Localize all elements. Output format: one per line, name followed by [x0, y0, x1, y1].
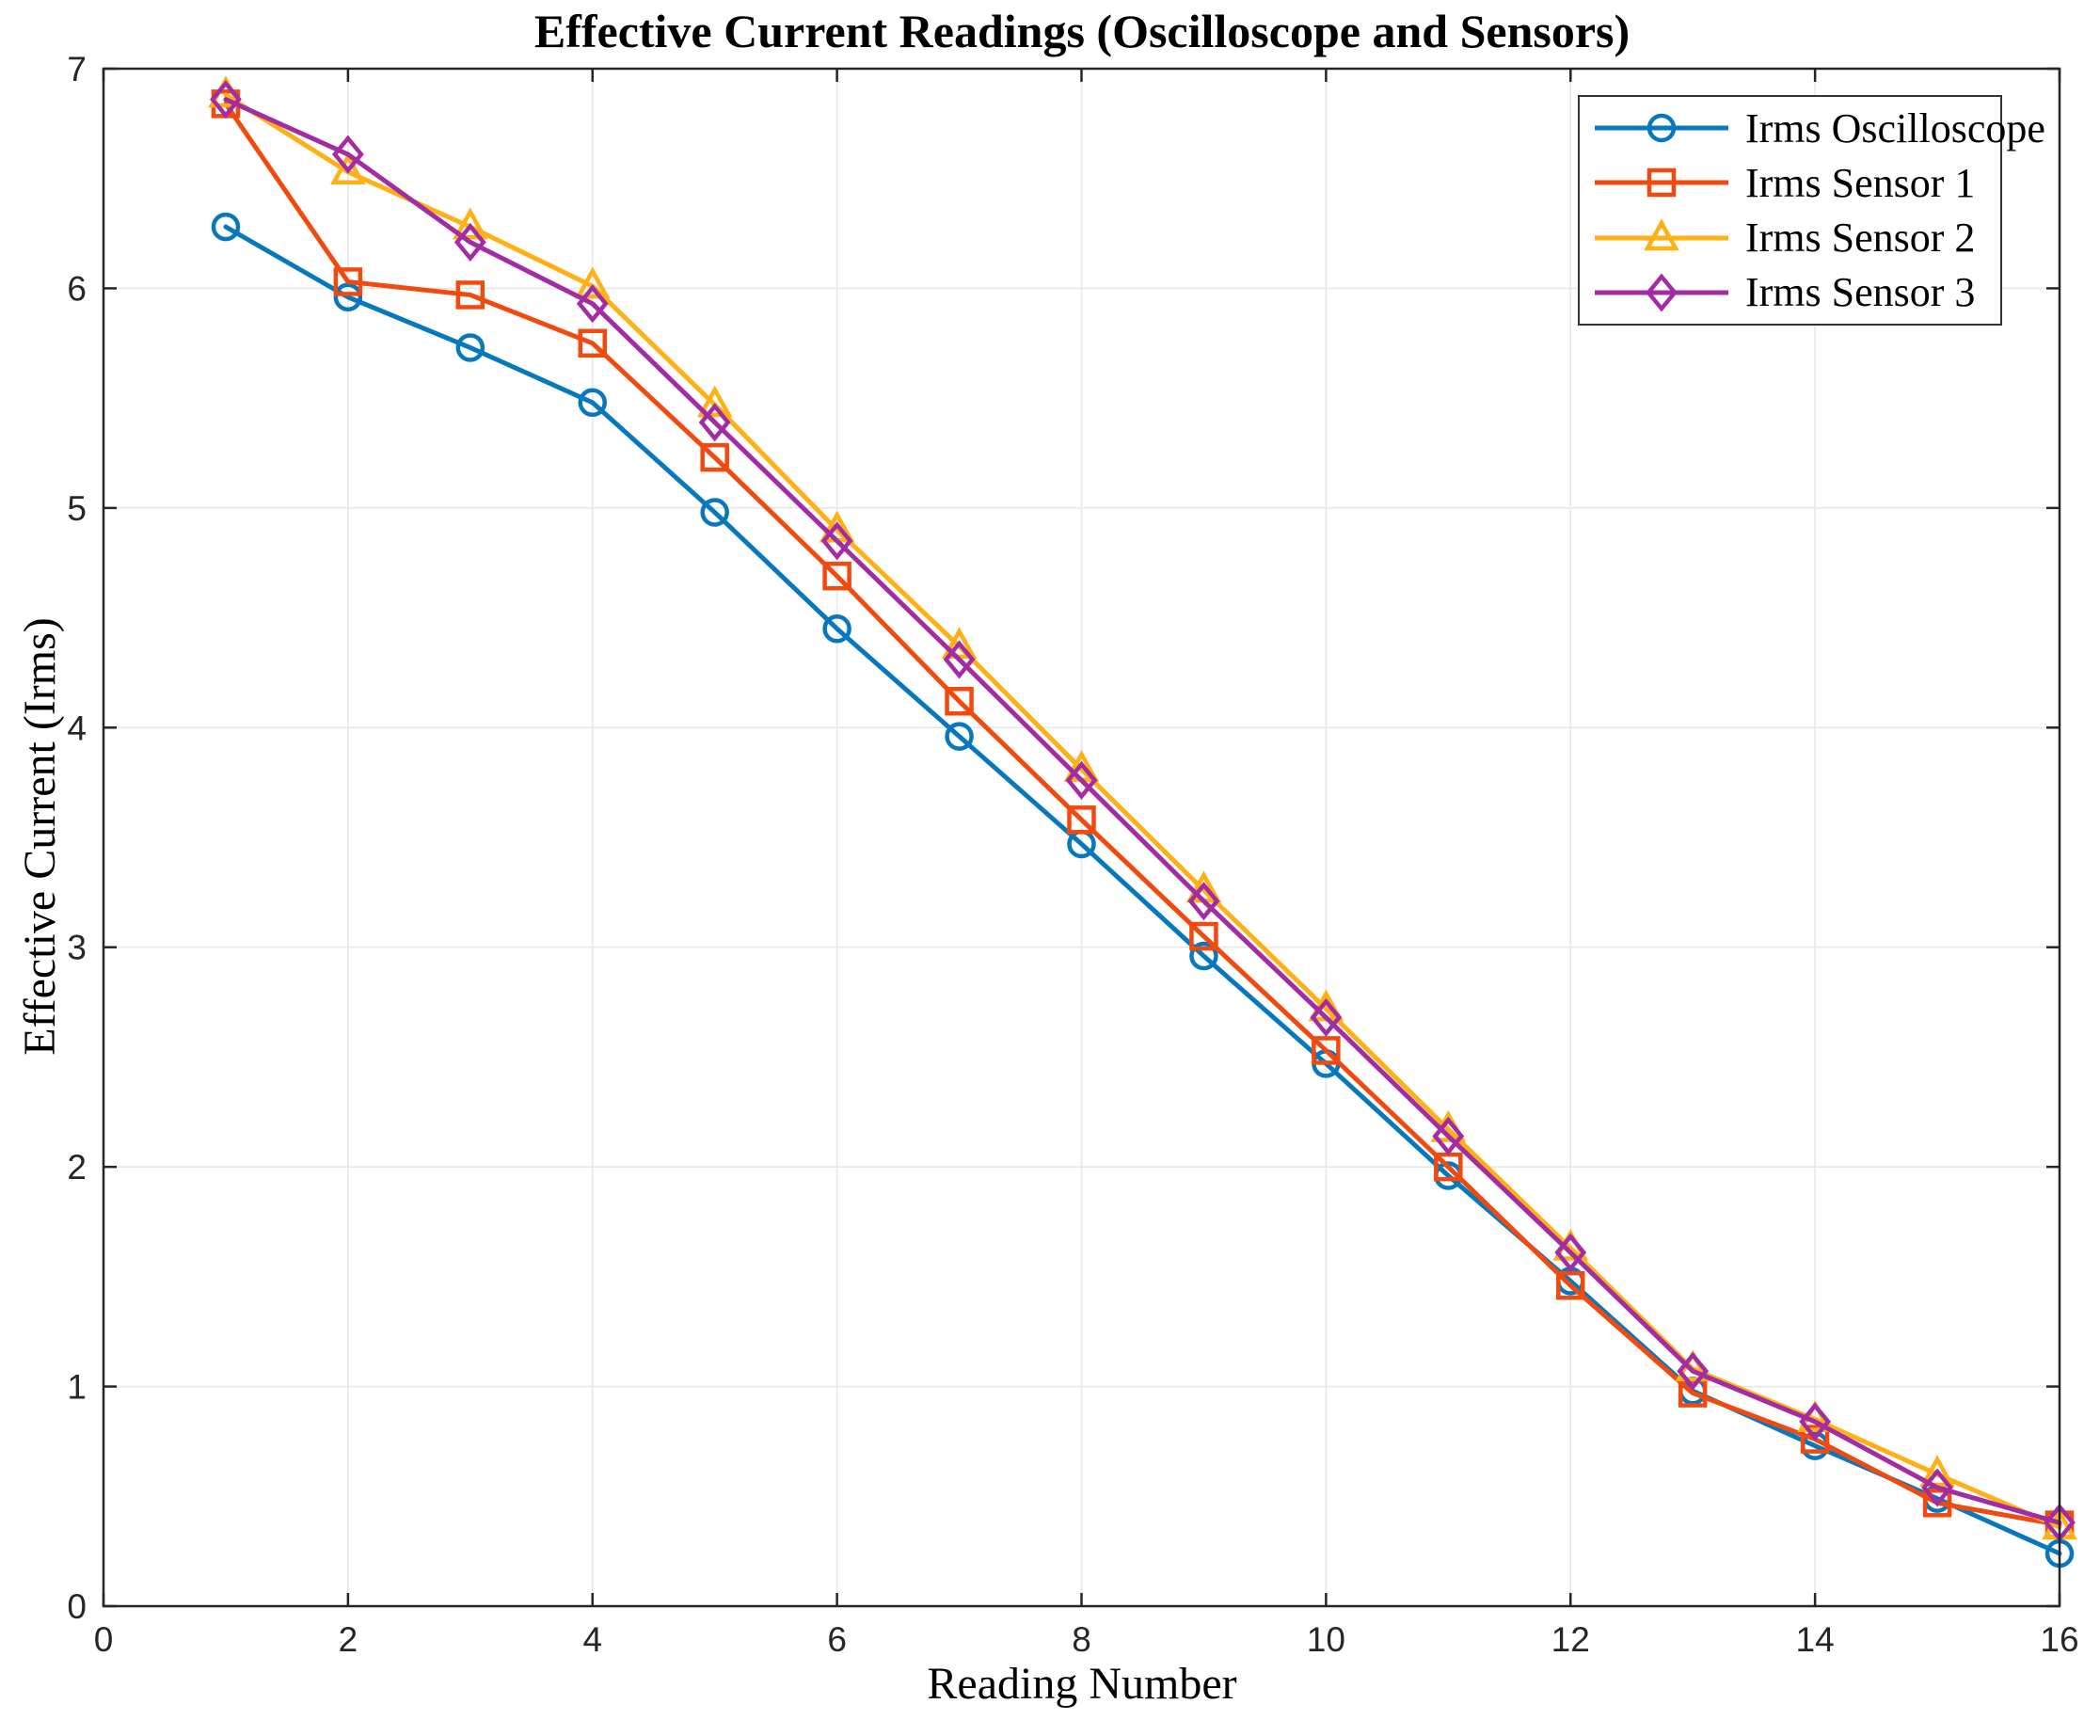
y-tick-label: 7	[67, 50, 87, 88]
diamond-marker	[331, 135, 364, 174]
square-marker	[455, 280, 485, 310]
x-tick-label: 4	[582, 1620, 602, 1659]
triangle-marker	[1919, 1455, 1955, 1488]
square-marker	[1647, 168, 1677, 198]
legend-label: Irms Sensor 1	[1745, 159, 1976, 206]
y-tick-label: 1	[67, 1368, 87, 1407]
circle-marker	[700, 498, 729, 527]
circle-marker	[333, 282, 363, 312]
triangle-marker	[1644, 217, 1679, 250]
diamond-marker	[1065, 760, 1098, 800]
x-tick-label: 16	[2040, 1620, 2078, 1659]
triangle-marker	[452, 207, 488, 240]
diamond-marker	[943, 640, 976, 679]
x-tick-label: 14	[1796, 1620, 1835, 1659]
y-tick-label: 3	[67, 929, 87, 967]
circle-marker	[945, 722, 974, 751]
legend-box: Irms Oscilloscope Irms Sensor 1 Irms Senso…	[1578, 95, 2045, 326]
circle-marker	[1189, 941, 1218, 971]
circle-marker	[578, 388, 607, 418]
legend-label: Irms Sensor 2	[1745, 215, 1976, 262]
square-marker	[1189, 921, 1218, 951]
diamond-marker	[1187, 882, 1220, 921]
diamond-marker	[1310, 997, 1343, 1037]
circle-marker	[455, 333, 485, 362]
square-marker	[1556, 1270, 1585, 1300]
legend-item-irms-sensor-3: Irms Sensor 3	[1591, 268, 2000, 316]
x-tick-label: 10	[1307, 1620, 1345, 1659]
diamond-marker-icon	[1595, 273, 1728, 312]
y-tick-label: 2	[67, 1148, 87, 1187]
square-marker	[700, 442, 729, 472]
x-axis-label: Reading Number	[927, 1659, 1237, 1709]
chart-title: Effective Current Readings (Oscilloscope…	[533, 5, 1631, 57]
diamond-marker	[820, 521, 853, 561]
series-line-irms-oscilloscope	[223, 224, 2062, 1556]
circle-marker	[211, 212, 241, 242]
series-irms-oscilloscope	[211, 212, 2075, 1569]
x-tick-label: 12	[1551, 1620, 1590, 1659]
axis-ticks	[102, 67, 2061, 1608]
circle-marker	[822, 613, 851, 644]
diamond-marker	[210, 80, 242, 119]
diamond-marker	[1677, 1351, 1710, 1391]
legend-item-irms-oscilloscope: Irms Oscilloscope	[1591, 104, 2045, 152]
y-tick-label: 6	[67, 269, 87, 308]
square-marker	[333, 267, 363, 296]
series-irms-sensor-3	[210, 80, 2076, 1542]
square-marker	[1312, 1036, 1341, 1065]
diamond-marker	[1799, 1402, 1832, 1441]
y-axis-label: Effective Current (Irms)	[15, 617, 65, 1056]
triangle-marker	[330, 152, 366, 184]
square-marker-icon	[1595, 168, 1728, 198]
x-tick-label: 2	[339, 1620, 358, 1659]
circle-marker-icon	[1595, 113, 1728, 143]
diamond-marker	[1921, 1468, 1953, 1507]
triangle-marker	[696, 385, 733, 418]
legend-label: Irms Sensor 3	[1745, 269, 1976, 316]
diamond-marker	[453, 222, 486, 262]
y-tick-label: 5	[67, 489, 87, 528]
square-marker	[1067, 805, 1096, 835]
y-tick-label: 4	[67, 709, 87, 747]
legend-item-irms-sensor-2: Irms Sensor 2	[1591, 214, 2000, 262]
diamond-marker	[1646, 273, 1678, 312]
diamond-marker	[1432, 1116, 1465, 1156]
square-marker	[945, 687, 974, 716]
circle-marker	[1647, 113, 1677, 143]
x-tick-label: 6	[827, 1620, 847, 1659]
square-marker	[822, 561, 851, 591]
series-line-irms-sensor-1	[223, 101, 2062, 1528]
diamond-marker	[1554, 1233, 1587, 1272]
y-tick-label: 0	[67, 1587, 87, 1626]
square-marker	[1800, 1425, 1830, 1454]
square-marker	[1922, 1489, 1952, 1518]
diamond-marker	[698, 403, 731, 442]
diamond-marker	[576, 284, 609, 324]
x-tick-label: 0	[94, 1620, 114, 1659]
square-marker	[578, 328, 607, 358]
x-tick-label: 8	[1072, 1620, 1091, 1659]
triangle-marker-icon	[1595, 217, 1728, 250]
legend-item-irms-sensor-1: Irms Sensor 1	[1591, 159, 2000, 207]
triangle-marker	[574, 266, 611, 299]
legend-label: Irms Oscilloscope	[1745, 104, 2045, 151]
series-line-irms-sensor-3	[223, 97, 2062, 1525]
